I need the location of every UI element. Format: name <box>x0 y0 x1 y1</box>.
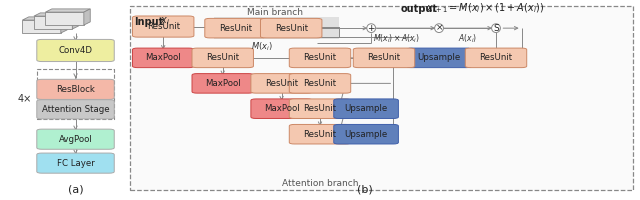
Polygon shape <box>84 9 90 25</box>
Text: MaxPool: MaxPool <box>264 104 300 113</box>
FancyBboxPatch shape <box>214 17 339 39</box>
Polygon shape <box>45 9 90 12</box>
FancyBboxPatch shape <box>334 99 398 118</box>
FancyBboxPatch shape <box>251 99 312 118</box>
Polygon shape <box>22 17 67 20</box>
Text: Main branch: Main branch <box>247 8 303 17</box>
FancyBboxPatch shape <box>34 16 72 29</box>
FancyBboxPatch shape <box>22 20 61 33</box>
Text: Attention branch: Attention branch <box>282 179 358 188</box>
Text: MaxPool: MaxPool <box>205 79 241 88</box>
Ellipse shape <box>367 24 376 33</box>
Text: Conv4D: Conv4D <box>58 46 93 55</box>
Polygon shape <box>72 13 79 29</box>
FancyBboxPatch shape <box>205 18 266 38</box>
Text: ResUnit: ResUnit <box>303 130 337 139</box>
FancyBboxPatch shape <box>45 12 84 25</box>
Text: ResUnit: ResUnit <box>275 24 308 33</box>
FancyBboxPatch shape <box>260 18 322 38</box>
FancyBboxPatch shape <box>289 99 351 118</box>
Text: FC Layer: FC Layer <box>57 159 94 168</box>
Text: ResUnit: ResUnit <box>265 79 298 88</box>
FancyBboxPatch shape <box>289 124 351 144</box>
Text: $A(x_i)$: $A(x_i)$ <box>458 33 477 45</box>
Polygon shape <box>61 17 67 33</box>
Text: ResUnit: ResUnit <box>206 53 239 62</box>
Text: MaxPool: MaxPool <box>145 53 181 62</box>
Text: ResUnit: ResUnit <box>303 104 337 113</box>
Text: $x_{i+1} = M(x_i) \times (1 + A(x_i))$: $x_{i+1} = M(x_i) \times (1 + A(x_i))$ <box>426 2 544 15</box>
Text: Upsample: Upsample <box>417 53 461 62</box>
FancyBboxPatch shape <box>251 74 312 93</box>
FancyBboxPatch shape <box>407 48 471 68</box>
Text: ResUnit: ResUnit <box>219 24 252 33</box>
Ellipse shape <box>435 24 444 33</box>
FancyBboxPatch shape <box>37 129 114 149</box>
FancyBboxPatch shape <box>132 48 194 68</box>
Ellipse shape <box>492 24 500 33</box>
Text: ResUnit: ResUnit <box>479 53 513 62</box>
Text: ResUnit: ResUnit <box>367 53 401 62</box>
Text: Upsample: Upsample <box>344 130 388 139</box>
FancyBboxPatch shape <box>289 74 351 93</box>
Text: Attention Stage: Attention Stage <box>42 105 109 114</box>
Text: ×: × <box>435 24 443 33</box>
Text: (a): (a) <box>68 184 83 194</box>
Text: $M(x_i)$: $M(x_i)$ <box>251 40 273 53</box>
Text: 4×: 4× <box>17 94 31 104</box>
Text: ResUnit: ResUnit <box>303 53 337 62</box>
Text: output: output <box>401 4 438 14</box>
FancyBboxPatch shape <box>130 6 633 190</box>
Text: Upsample: Upsample <box>344 104 388 113</box>
FancyBboxPatch shape <box>37 100 114 119</box>
FancyBboxPatch shape <box>132 16 194 37</box>
FancyBboxPatch shape <box>192 74 253 93</box>
Polygon shape <box>34 13 79 16</box>
FancyBboxPatch shape <box>37 79 114 99</box>
Text: Input: Input <box>134 17 164 27</box>
FancyBboxPatch shape <box>37 153 114 173</box>
FancyBboxPatch shape <box>289 48 351 68</box>
Text: S: S <box>493 24 499 33</box>
Text: ResUnit: ResUnit <box>303 79 337 88</box>
Text: (b): (b) <box>357 184 372 194</box>
FancyBboxPatch shape <box>334 124 398 144</box>
Text: $x_i$: $x_i$ <box>160 16 170 27</box>
Text: +: + <box>367 24 375 33</box>
Text: ResBlock: ResBlock <box>56 85 95 94</box>
FancyBboxPatch shape <box>465 48 527 68</box>
Text: AvgPool: AvgPool <box>59 135 92 144</box>
FancyBboxPatch shape <box>353 48 415 68</box>
Text: ResUnit: ResUnit <box>147 22 180 31</box>
Text: $M(x_i) \times A(x_i)$: $M(x_i) \times A(x_i)$ <box>373 33 420 45</box>
FancyBboxPatch shape <box>192 48 253 68</box>
FancyBboxPatch shape <box>37 39 114 62</box>
